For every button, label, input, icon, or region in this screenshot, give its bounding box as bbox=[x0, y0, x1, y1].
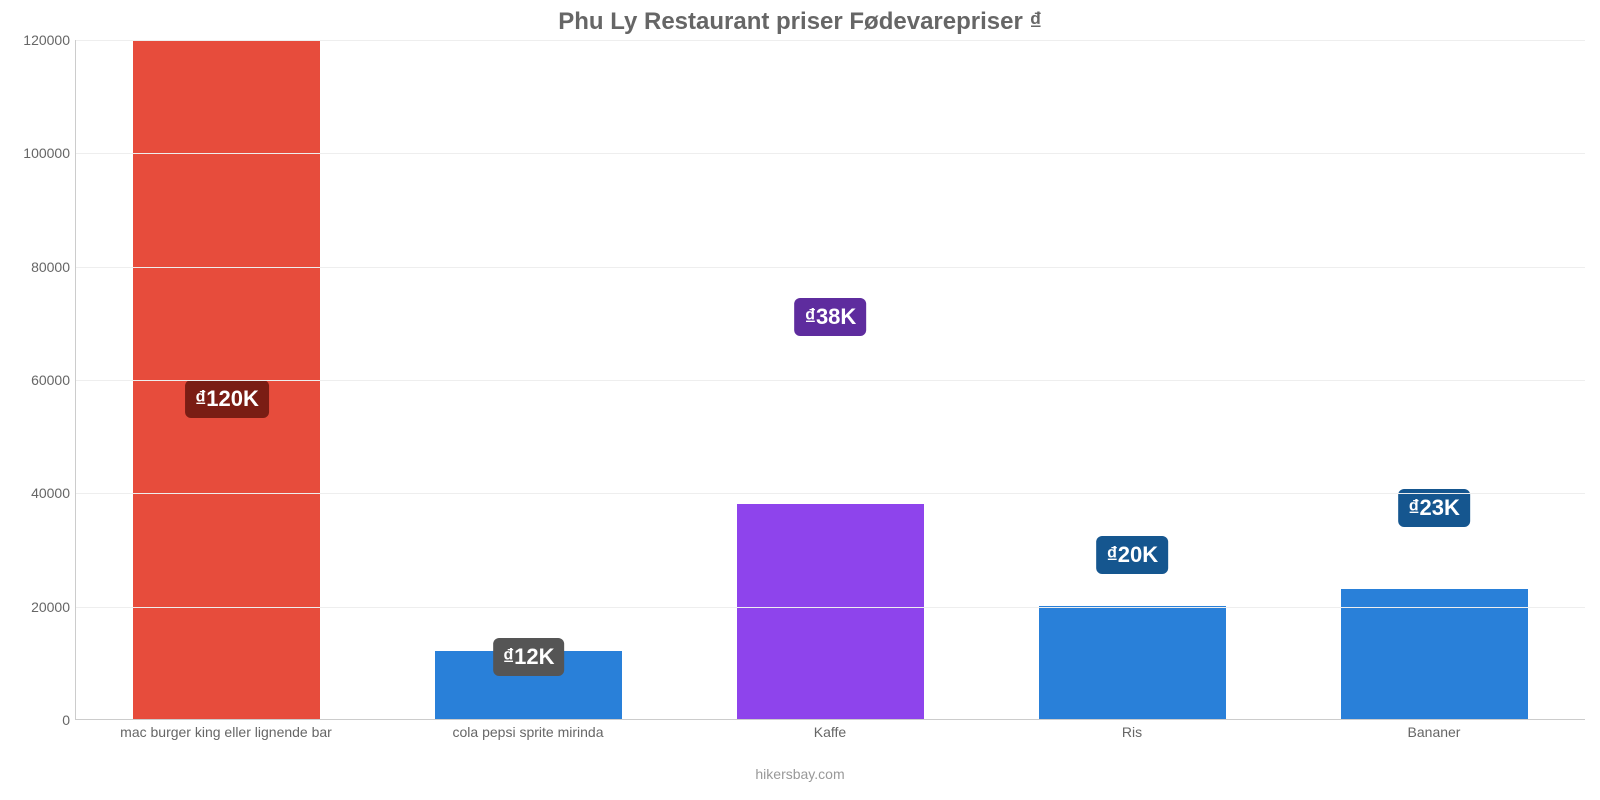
y-tick-label: 80000 bbox=[10, 259, 70, 275]
x-axis-label: mac burger king eller lignende bar bbox=[75, 724, 377, 740]
y-tick-label: 60000 bbox=[10, 372, 70, 388]
y-tick-label: 120000 bbox=[10, 32, 70, 48]
gridline bbox=[76, 380, 1585, 381]
y-tick-label: 20000 bbox=[10, 599, 70, 615]
y-tick-label: 40000 bbox=[10, 485, 70, 501]
bar bbox=[1341, 589, 1528, 719]
gridline bbox=[76, 493, 1585, 494]
plot-area: ₫120K ₫12K ₫38K ₫20K ₫23K bbox=[75, 40, 1585, 720]
gridline bbox=[76, 607, 1585, 608]
chart-title: Phu Ly Restaurant priser Fødevarepriser … bbox=[0, 8, 1600, 36]
value-badge: ₫20K bbox=[1096, 536, 1168, 574]
chart-container: Phu Ly Restaurant priser Fødevarepriser … bbox=[0, 0, 1600, 800]
x-axis-label: Ris bbox=[981, 724, 1283, 740]
bar bbox=[1039, 606, 1226, 719]
x-axis-label: Kaffe bbox=[679, 724, 981, 740]
value-badge: ₫120K bbox=[185, 380, 269, 418]
value-badge: ₫23K bbox=[1398, 489, 1470, 527]
gridline bbox=[76, 267, 1585, 268]
y-tick-label: 0 bbox=[10, 712, 70, 728]
x-axis-label: cola pepsi sprite mirinda bbox=[377, 724, 679, 740]
bar bbox=[737, 504, 924, 719]
value-badge: ₫12K bbox=[493, 638, 565, 676]
x-axis-label: Bananer bbox=[1283, 724, 1585, 740]
y-tick-label: 100000 bbox=[10, 145, 70, 161]
value-badge: ₫38K bbox=[795, 298, 867, 336]
chart-footer: hikersbay.com bbox=[0, 766, 1600, 782]
x-axis-labels: mac burger king eller lignende barcola p… bbox=[75, 724, 1585, 740]
gridline bbox=[76, 40, 1585, 41]
gridline bbox=[76, 153, 1585, 154]
